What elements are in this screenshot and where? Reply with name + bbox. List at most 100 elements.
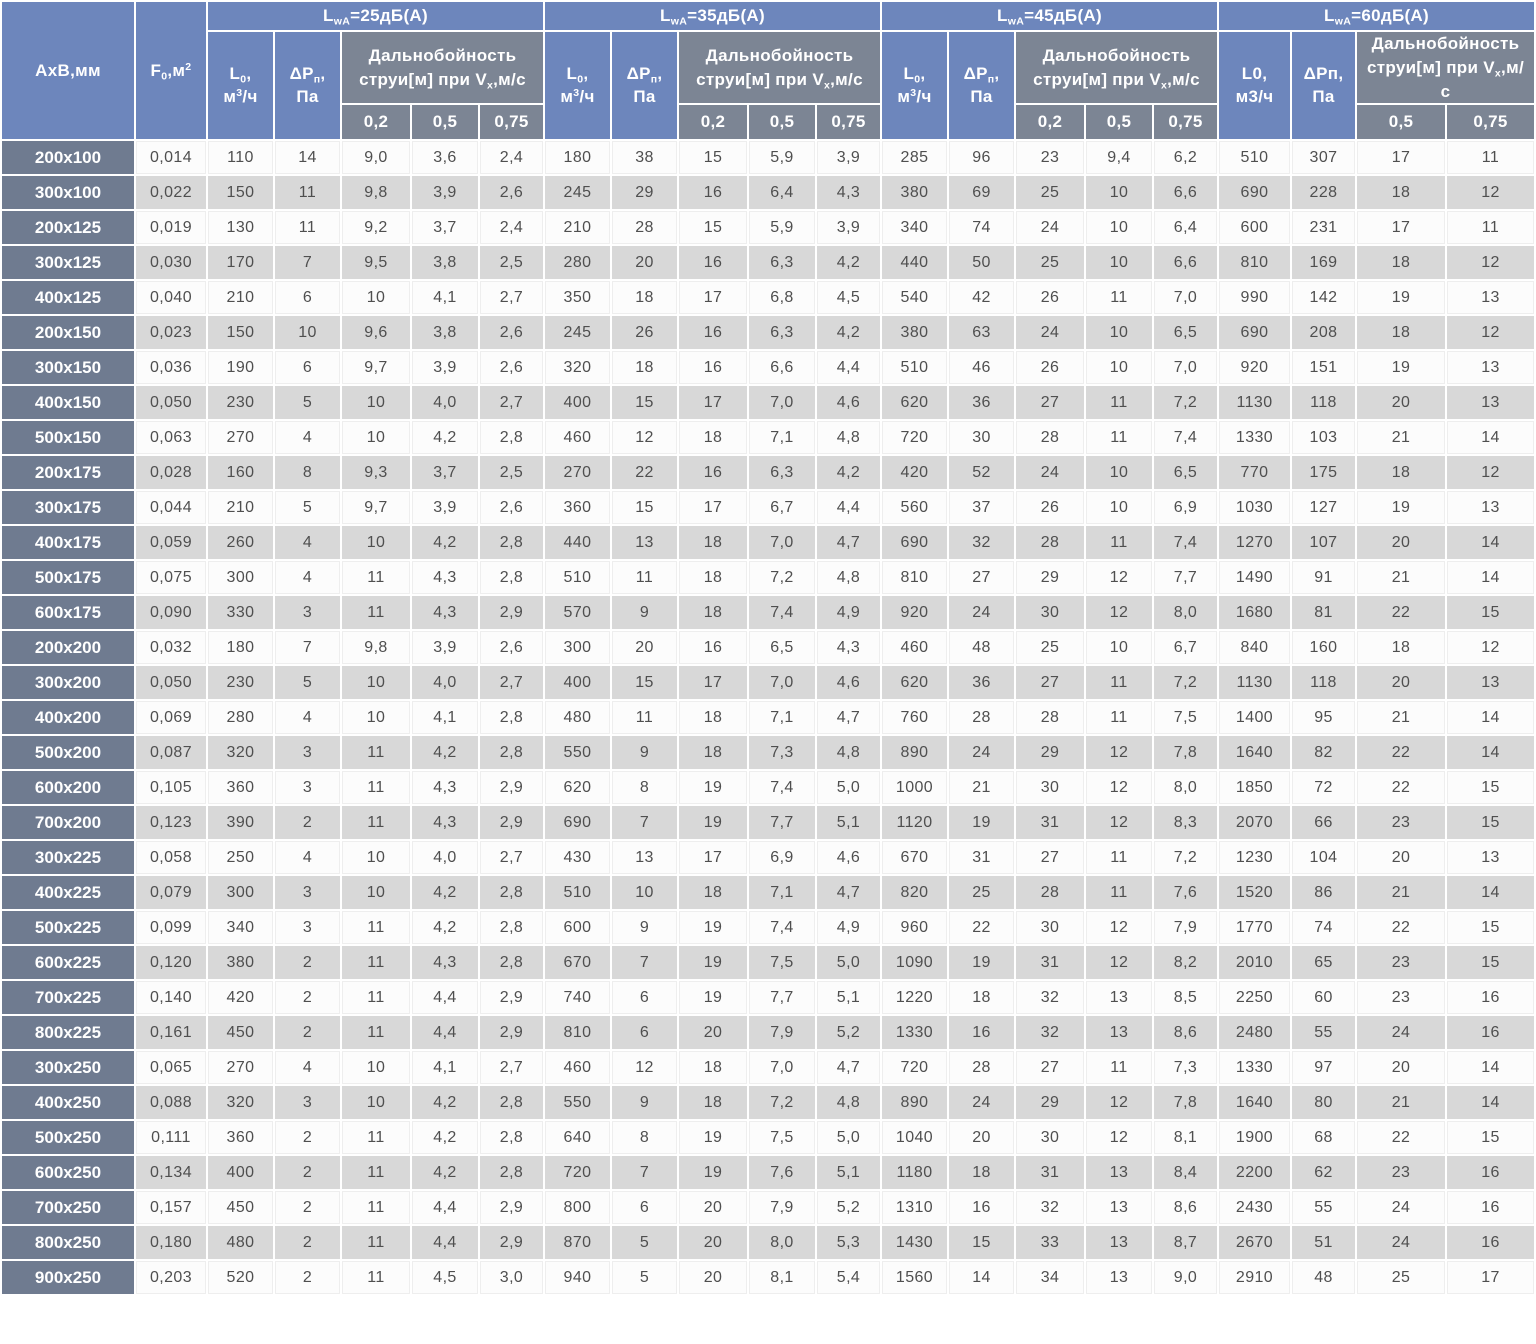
- data-cell: 10: [342, 526, 410, 560]
- data-cell: 7,9: [749, 1191, 815, 1225]
- data-cell: 9,8: [342, 176, 410, 210]
- data-cell: 510: [882, 351, 947, 385]
- data-cell: 2,5: [480, 456, 543, 490]
- row-size-label: 700x250: [2, 1191, 134, 1225]
- data-cell: 12: [1086, 596, 1152, 630]
- data-cell: 7,7: [1154, 561, 1217, 595]
- data-cell: 510: [545, 561, 610, 595]
- data-cell: 4,3: [412, 561, 478, 595]
- data-cell: 9,2: [342, 211, 410, 245]
- data-cell: 30: [1016, 911, 1084, 945]
- data-cell: 5: [275, 666, 340, 700]
- data-cell: 10: [1086, 491, 1152, 525]
- data-cell: 720: [545, 1156, 610, 1190]
- data-cell: 4,0: [412, 841, 478, 875]
- table-row: 200x125 0,019 130 11 9,2 3,7 2,4 210 28 15 5,9 3,9 3…: [2, 211, 1535, 245]
- data-cell: 390: [208, 806, 273, 840]
- data-cell: 480: [545, 701, 610, 735]
- data-cell: 0,044: [136, 491, 206, 525]
- data-cell: 1430: [882, 1226, 947, 1260]
- data-cell: 180: [208, 631, 273, 665]
- data-cell: 13: [1086, 1156, 1152, 1190]
- data-cell: 720: [882, 1051, 947, 1085]
- data-cell: 4: [275, 561, 340, 595]
- data-cell: 270: [208, 1051, 273, 1085]
- data-cell: 10: [342, 421, 410, 455]
- data-cell: 13: [612, 526, 677, 560]
- data-cell: 20: [1357, 666, 1445, 700]
- data-cell: 80: [1292, 1086, 1355, 1120]
- data-cell: 15: [612, 386, 677, 420]
- data-cell: 24: [1016, 211, 1084, 245]
- data-cell: 28: [1016, 526, 1084, 560]
- data-cell: 5,3: [817, 1226, 880, 1260]
- data-cell: 16: [949, 1191, 1014, 1225]
- data-cell: 27: [949, 561, 1014, 595]
- data-cell: 3,7: [412, 211, 478, 245]
- data-cell: 2,8: [480, 876, 543, 910]
- data-cell: 4,6: [817, 666, 880, 700]
- data-cell: 16: [679, 351, 747, 385]
- data-cell: 11: [275, 176, 340, 210]
- data-cell: 130: [208, 211, 273, 245]
- data-cell: 2,8: [480, 421, 543, 455]
- data-cell: 4,8: [817, 421, 880, 455]
- data-cell: 4,4: [817, 351, 880, 385]
- data-cell: 12: [1086, 561, 1152, 595]
- row-size-label: 300x150: [2, 351, 134, 385]
- data-cell: 11: [1086, 666, 1152, 700]
- data-cell: 2200: [1219, 1156, 1290, 1190]
- data-cell: 17: [1357, 141, 1445, 175]
- row-size-label: 700x225: [2, 981, 134, 1015]
- data-cell: 3,9: [412, 491, 478, 525]
- jet-range-header-60: Дальнобойность струи[м] при Vх,м/с: [1357, 32, 1535, 104]
- data-cell: 13: [1086, 1226, 1152, 1260]
- data-cell: 670: [545, 946, 610, 980]
- data-cell: 7: [612, 806, 677, 840]
- data-cell: 7,2: [749, 1086, 815, 1120]
- data-cell: 22: [612, 456, 677, 490]
- data-cell: 0,014: [136, 141, 206, 175]
- data-cell: 65: [1292, 946, 1355, 980]
- data-cell: 74: [949, 211, 1014, 245]
- data-cell: 8: [612, 771, 677, 805]
- data-cell: 600: [545, 911, 610, 945]
- data-cell: 0,019: [136, 211, 206, 245]
- data-cell: 720: [882, 421, 947, 455]
- data-cell: 6,5: [1154, 316, 1217, 350]
- data-cell: 8: [612, 1121, 677, 1155]
- data-cell: 151: [1292, 351, 1355, 385]
- row-size-label: 800x250: [2, 1226, 134, 1260]
- data-cell: 22: [1357, 596, 1445, 630]
- data-cell: 2,9: [480, 771, 543, 805]
- data-cell: 340: [208, 911, 273, 945]
- data-cell: 9,6: [342, 316, 410, 350]
- data-cell: 4,9: [817, 911, 880, 945]
- row-size-label: 600x175: [2, 596, 134, 630]
- data-cell: 7,7: [749, 806, 815, 840]
- data-cell: 1090: [882, 946, 947, 980]
- data-cell: 17: [679, 841, 747, 875]
- data-cell: 20: [1357, 1051, 1445, 1085]
- data-cell: 3,9: [817, 211, 880, 245]
- speed-header-60-075: 0,75: [1447, 105, 1535, 140]
- data-cell: 7,4: [749, 596, 815, 630]
- data-cell: 8,0: [749, 1226, 815, 1260]
- data-cell: 12: [1086, 911, 1152, 945]
- data-cell: 19: [679, 1121, 747, 1155]
- row-size-label: 400x125: [2, 281, 134, 315]
- data-cell: 920: [882, 596, 947, 630]
- data-cell: 11: [1086, 421, 1152, 455]
- data-cell: 10: [342, 281, 410, 315]
- table-row: 700x250 0,157 450 2 11 4,4 2,9 800 6 20 7,9 5,2 1310…: [2, 1191, 1535, 1225]
- data-cell: 9,8: [342, 631, 410, 665]
- data-cell: 600: [1219, 211, 1290, 245]
- data-cell: 4,4: [412, 1191, 478, 1225]
- data-cell: 21: [1357, 701, 1445, 735]
- data-cell: 36: [949, 666, 1014, 700]
- data-cell: 28: [1016, 701, 1084, 735]
- data-cell: 21: [949, 771, 1014, 805]
- data-cell: 6: [612, 1191, 677, 1225]
- data-cell: 24: [949, 1086, 1014, 1120]
- data-cell: 0,180: [136, 1226, 206, 1260]
